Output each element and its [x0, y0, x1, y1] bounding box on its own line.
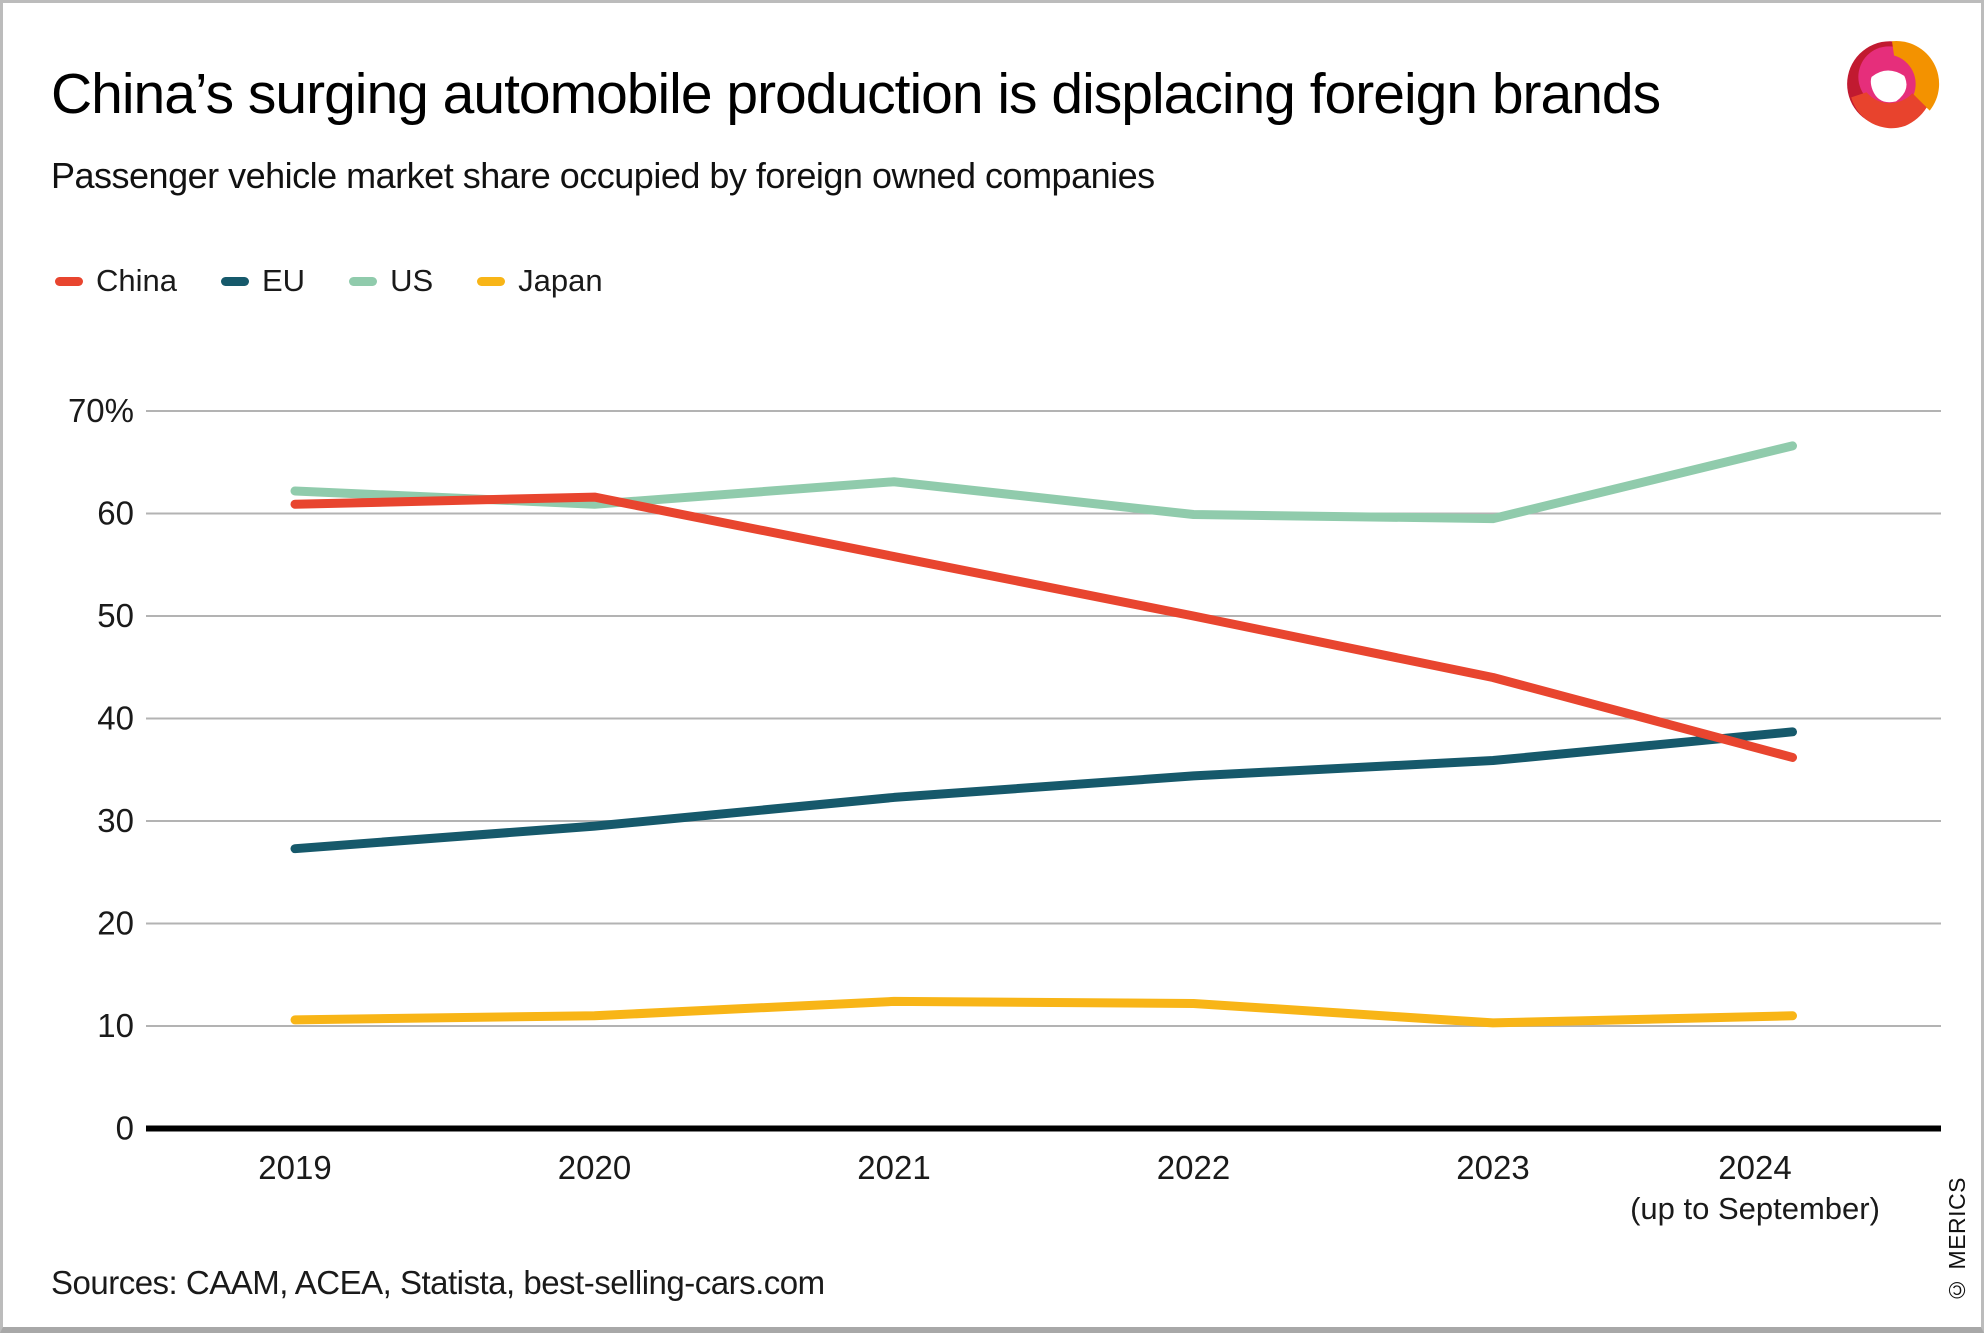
x-axis-note: (up to September)	[1630, 1191, 1880, 1226]
x-tick-label: 2019	[258, 1149, 331, 1186]
page-subtitle: Passenger vehicle market share occupied …	[51, 155, 1155, 196]
y-tick-label: 40	[97, 700, 134, 737]
legend-item-japan: Japan	[477, 263, 603, 299]
y-tick-label: 70%	[68, 392, 134, 429]
legend-swatch-us	[349, 276, 378, 286]
legend-label: US	[390, 263, 434, 298]
series-line-eu	[290, 727, 1797, 854]
legend-label: Japan	[518, 263, 603, 298]
x-tick-label: 2024	[1718, 1149, 1791, 1186]
sources-note: Sources: CAAM, ACEA, Statista, best-sell…	[51, 1264, 825, 1301]
y-tick-label: 30	[97, 802, 134, 839]
y-tick-label: 10	[97, 1007, 134, 1044]
series-line-us	[290, 441, 1797, 524]
logo-red-sweep	[1851, 92, 1927, 129]
legend-item-china: China	[55, 263, 177, 299]
series-line-japan	[290, 996, 1797, 1028]
x-tick-label: 2023	[1456, 1149, 1529, 1186]
copyright-note: © MERICS	[1944, 1177, 1970, 1303]
legend-label: EU	[262, 263, 306, 298]
legend-item-us: US	[349, 263, 433, 299]
legend-swatch-eu	[221, 276, 249, 286]
logo-orange-sweep	[1892, 41, 1940, 111]
merics-logo	[1847, 41, 1940, 129]
x-tick-label: 2021	[857, 1149, 930, 1186]
legend-item-eu: EU	[221, 263, 305, 299]
legend-swatch-china	[55, 276, 83, 286]
legend-swatch-japan	[477, 276, 506, 286]
x-tick-label: 2020	[558, 1149, 631, 1186]
y-tick-label: 60	[97, 495, 134, 532]
y-tick-label: 20	[97, 905, 134, 942]
chart-svg: 70% 60 50 40 30 20 10 0 2019 2020 2021 2022 2023 2024…	[68, 392, 1941, 1226]
page-title: China’s surging automobile production is…	[51, 62, 1661, 126]
logo-white-center	[1870, 70, 1907, 103]
legend-label: China	[96, 263, 177, 298]
y-tick-label: 0	[116, 1110, 134, 1147]
y-tick-label: 50	[97, 597, 134, 634]
legend: China EU US Japan	[55, 263, 603, 299]
x-tick-label: 2022	[1157, 1149, 1230, 1186]
series-line-china	[290, 492, 1797, 762]
